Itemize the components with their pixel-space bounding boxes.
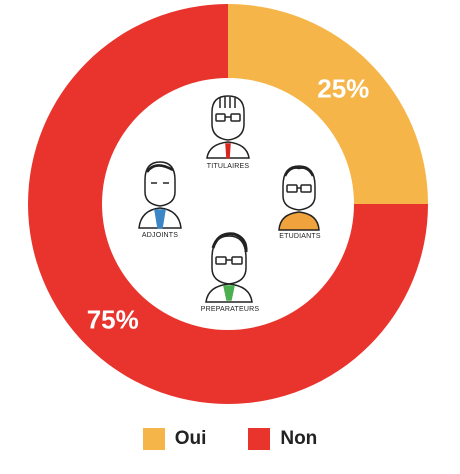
slice-label-non: 75%: [87, 304, 139, 334]
etudiants-figure: ETUDIANTS: [278, 165, 321, 240]
adjoints-person-icon: [138, 161, 182, 229]
titulaires-person-icon: [206, 95, 250, 159]
adjoints-label: ADJOINTS: [142, 232, 178, 239]
titulaires-figure: TITULAIRES: [206, 95, 250, 170]
legend: Oui Non: [0, 428, 460, 450]
slice-labels: 25% 75%: [87, 74, 370, 335]
slice-label-oui: 25%: [317, 74, 369, 104]
donut-hole: [102, 78, 354, 330]
legend-label-non: Non: [280, 428, 318, 449]
legend-item-oui: Oui: [142, 428, 207, 450]
preparateurs-person-icon: [205, 232, 253, 303]
legend-item-non: Non: [248, 428, 317, 450]
etudiants-label: ETUDIANTS: [279, 233, 321, 240]
legend-swatch-non: [248, 428, 271, 450]
titulaires-label: TITULAIRES: [207, 163, 250, 170]
preparateurs-label: PREPARATEURS: [201, 306, 260, 313]
preparateurs-figure: PREPARATEURS: [201, 232, 260, 313]
legend-swatch-oui: [142, 428, 165, 450]
legend-label-oui: Oui: [174, 428, 207, 449]
etudiants-person-icon: [278, 165, 320, 231]
adjoints-figure: ADJOINTS: [138, 161, 182, 239]
